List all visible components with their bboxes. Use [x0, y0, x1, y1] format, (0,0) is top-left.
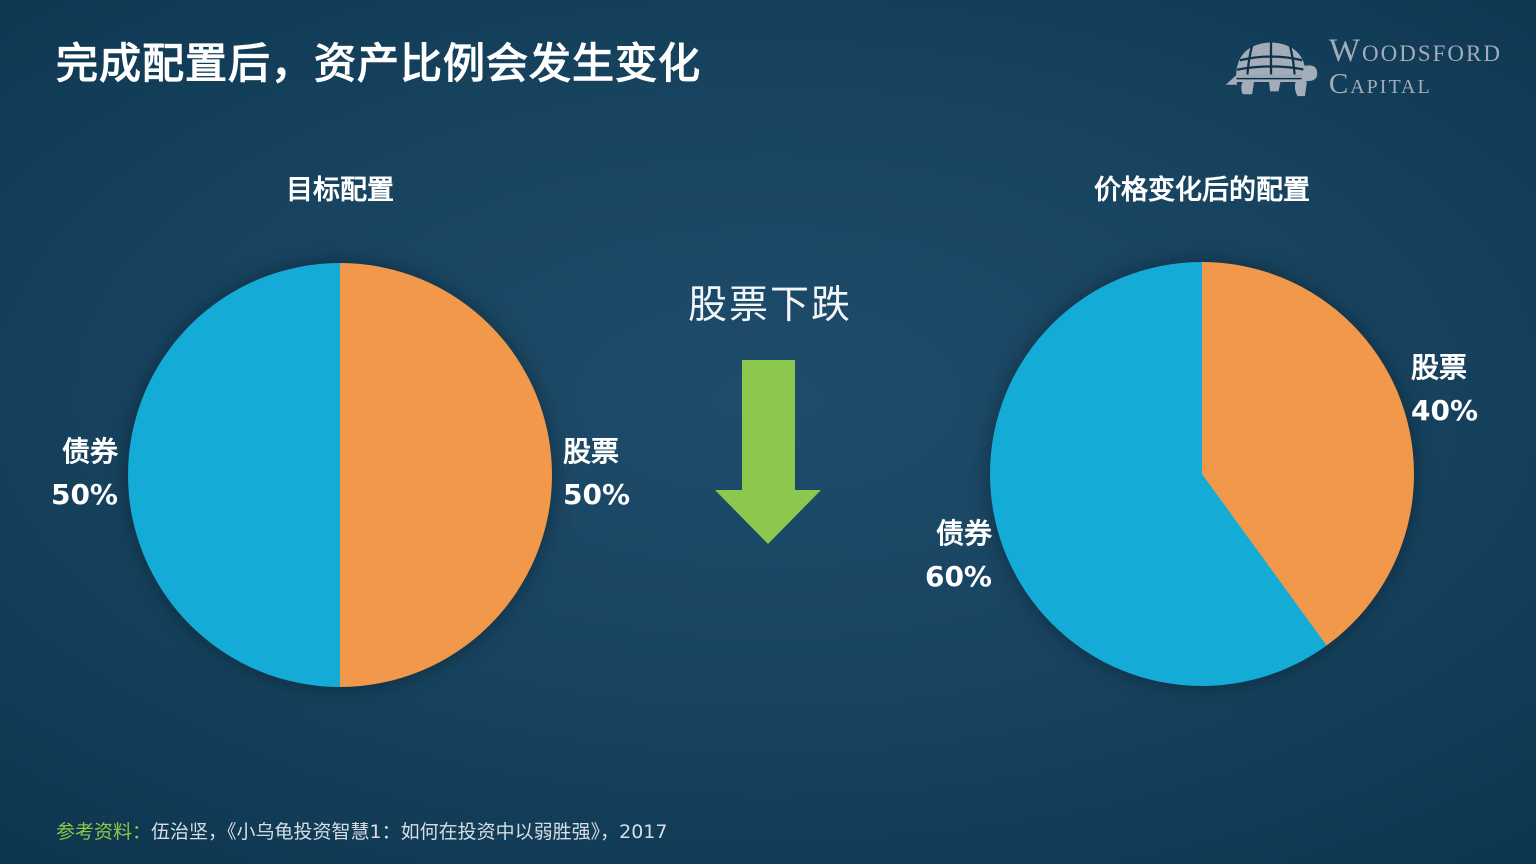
bonds-name: 债券: [935, 517, 992, 550]
right-pie-stocks-label: 股票 40%: [1411, 346, 1478, 433]
reference-text: 伍治坚，《小乌龟投资智慧1：如何在投资中以弱胜强》，2017: [151, 821, 668, 843]
reference-label: 参考资料：: [56, 821, 152, 843]
stocks-percent: 50%: [563, 478, 631, 512]
pie-chart-after-price-change: [990, 262, 1414, 686]
pie-chart-target-allocation: [128, 263, 552, 687]
logo-text-woodsford: Woodsford: [1328, 33, 1502, 70]
left-pie-bonds-label: 债券 50%: [38, 430, 118, 517]
turtle-icon: [1223, 32, 1319, 102]
down-arrow-icon: [713, 360, 823, 545]
left-pie-stocks-label: 股票 50%: [563, 430, 630, 517]
bonds-percent: 50%: [50, 478, 118, 512]
stocks-name: 股票: [1411, 351, 1468, 384]
right-pie-bonds-label: 债券 60%: [912, 512, 992, 599]
bonds-percent: 60%: [924, 560, 992, 594]
logo-text-capital: Capital: [1328, 68, 1432, 101]
page-title: 完成配置后，资产比例会发生变化: [56, 39, 702, 88]
stocks-percent: 40%: [1411, 394, 1479, 428]
stocks-name: 股票: [563, 435, 620, 468]
bonds-name: 债券: [61, 435, 118, 468]
center-caption: 股票下跌: [687, 283, 852, 328]
reference-footer: 参考资料：伍治坚，《小乌龟投资智慧1：如何在投资中以弱胜强》，2017: [56, 817, 667, 844]
right-chart-title: 价格变化后的配置: [1094, 175, 1310, 206]
left-chart-title: 目标配置: [286, 175, 394, 206]
company-logo: Woodsford Capital: [1223, 32, 1502, 102]
